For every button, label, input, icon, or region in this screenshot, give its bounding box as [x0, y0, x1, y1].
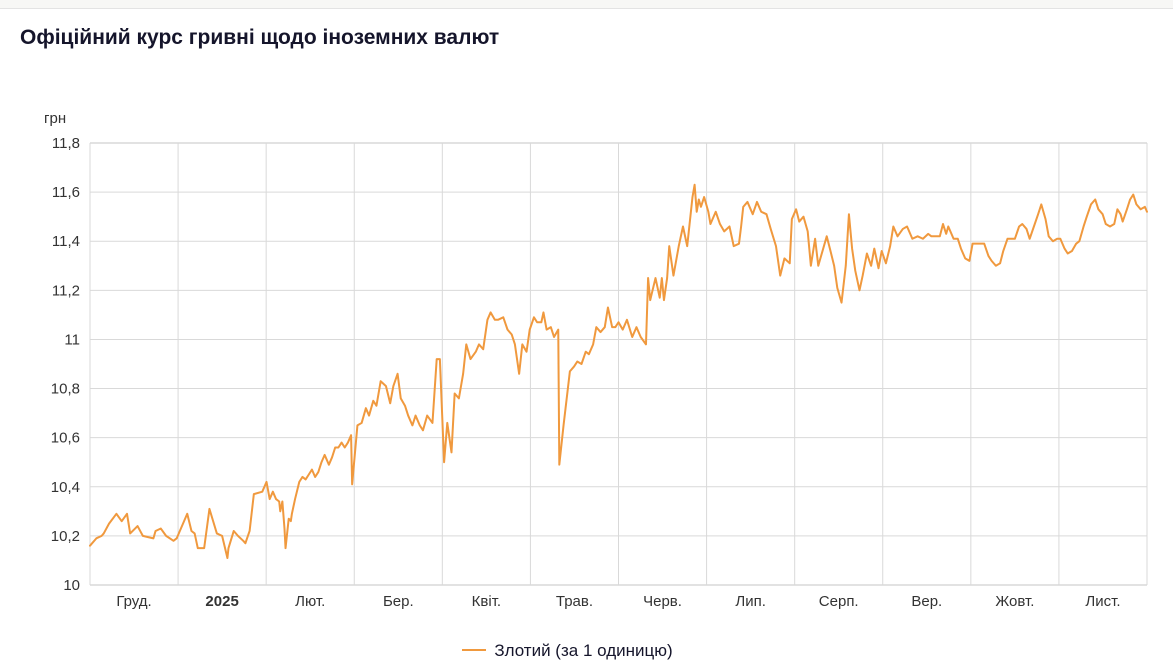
svg-text:Лип.: Лип. [735, 593, 766, 610]
svg-text:Вер.: Вер. [911, 593, 942, 610]
svg-text:Груд.: Груд. [116, 593, 151, 610]
svg-text:10: 10 [63, 577, 80, 594]
svg-text:Жовт.: Жовт. [995, 593, 1034, 610]
svg-text:11,8: 11,8 [52, 135, 80, 152]
svg-text:11,2: 11,2 [52, 282, 80, 299]
svg-text:Лист.: Лист. [1085, 593, 1120, 610]
svg-text:2025: 2025 [205, 593, 238, 610]
svg-text:Черв.: Черв. [643, 593, 682, 610]
svg-text:11,6: 11,6 [52, 184, 80, 201]
svg-text:Трав.: Трав. [556, 593, 593, 610]
svg-text:Серп.: Серп. [819, 593, 859, 610]
svg-text:Квіт.: Квіт. [472, 593, 501, 610]
svg-text:11,4: 11,4 [52, 233, 80, 250]
svg-text:Бер.: Бер. [383, 593, 414, 610]
svg-text:10,8: 10,8 [51, 381, 80, 398]
svg-text:10,2: 10,2 [51, 528, 80, 545]
svg-text:10,6: 10,6 [51, 430, 80, 447]
svg-text:11: 11 [64, 331, 80, 348]
svg-text:грн: грн [44, 110, 66, 127]
svg-text:10,4: 10,4 [51, 479, 80, 496]
svg-text:Лют.: Лют. [295, 593, 325, 610]
